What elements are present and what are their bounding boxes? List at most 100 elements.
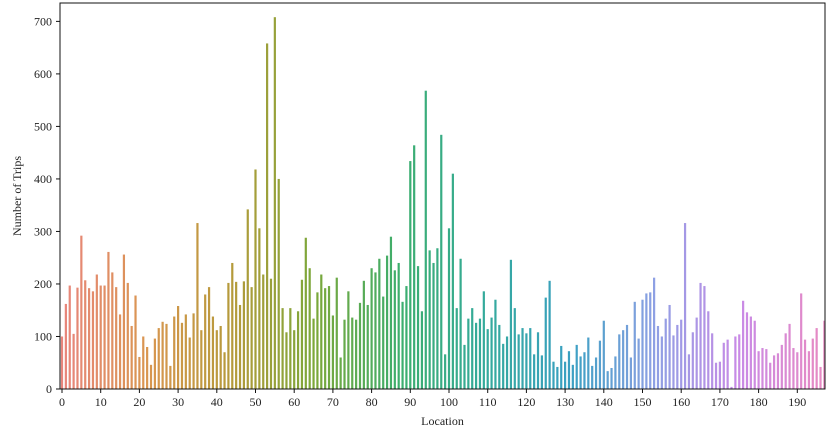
bar bbox=[556, 366, 559, 389]
x-tick-label: 100 bbox=[440, 395, 458, 409]
bar bbox=[366, 304, 369, 389]
bar bbox=[687, 354, 691, 389]
bar bbox=[560, 345, 563, 389]
bar bbox=[819, 366, 822, 389]
bar bbox=[223, 352, 226, 389]
bar bbox=[153, 338, 156, 389]
bar bbox=[811, 338, 814, 389]
y-tick-label: 700 bbox=[34, 14, 52, 28]
bar bbox=[498, 324, 501, 389]
bar bbox=[296, 311, 300, 389]
bar bbox=[211, 316, 215, 389]
bar bbox=[660, 336, 663, 389]
bar bbox=[250, 287, 253, 389]
bar bbox=[397, 262, 400, 389]
y-tick-label: 100 bbox=[34, 329, 52, 343]
bar bbox=[204, 294, 207, 389]
bar bbox=[730, 386, 733, 389]
bar bbox=[389, 236, 393, 389]
bar bbox=[238, 304, 242, 389]
bar bbox=[331, 315, 334, 389]
bar bbox=[784, 333, 787, 389]
bar bbox=[192, 313, 195, 389]
bar bbox=[800, 293, 803, 389]
bar bbox=[772, 355, 776, 389]
bar bbox=[478, 318, 482, 389]
bar bbox=[378, 258, 381, 389]
y-tick-label: 600 bbox=[34, 67, 52, 81]
bar bbox=[614, 356, 617, 389]
bar bbox=[672, 335, 675, 389]
bar bbox=[502, 343, 505, 389]
bar bbox=[138, 356, 141, 389]
bar bbox=[544, 297, 547, 389]
bar bbox=[761, 348, 764, 389]
bar bbox=[564, 361, 567, 389]
bar bbox=[680, 319, 683, 389]
bar bbox=[471, 308, 474, 389]
bar bbox=[505, 336, 509, 389]
bar bbox=[76, 287, 79, 389]
bar bbox=[300, 279, 304, 389]
bar bbox=[339, 357, 342, 389]
bar bbox=[525, 333, 528, 389]
bar bbox=[676, 324, 679, 389]
bar bbox=[320, 274, 323, 389]
bar bbox=[266, 43, 269, 389]
x-tick-label: 80 bbox=[366, 395, 378, 409]
bar bbox=[130, 325, 133, 389]
bar bbox=[776, 353, 780, 389]
bar bbox=[482, 291, 485, 389]
bar bbox=[64, 303, 67, 389]
bar bbox=[312, 318, 315, 389]
bar bbox=[668, 304, 671, 389]
bar bbox=[382, 296, 385, 389]
bar bbox=[227, 282, 230, 389]
bar bbox=[188, 337, 191, 389]
bar bbox=[428, 250, 431, 389]
bar bbox=[451, 173, 454, 389]
bar bbox=[358, 302, 362, 389]
bar bbox=[606, 371, 609, 389]
bar bbox=[521, 328, 524, 389]
bar bbox=[200, 330, 203, 389]
bar bbox=[656, 325, 660, 389]
bar bbox=[792, 348, 795, 389]
bar bbox=[769, 362, 772, 389]
bar bbox=[324, 288, 327, 389]
bar bbox=[683, 223, 687, 389]
bar bbox=[215, 330, 218, 389]
x-tick-label: 60 bbox=[288, 395, 300, 409]
bar bbox=[444, 354, 447, 389]
bar bbox=[420, 311, 424, 389]
bar bbox=[273, 17, 276, 390]
bar bbox=[455, 308, 458, 389]
x-tick-label: 20 bbox=[133, 395, 145, 409]
bar bbox=[95, 274, 98, 389]
bar bbox=[180, 322, 184, 389]
x-tick-label: 150 bbox=[634, 395, 652, 409]
bar bbox=[409, 161, 412, 389]
bar bbox=[711, 333, 714, 389]
x-tick-label: 180 bbox=[750, 395, 768, 409]
bar bbox=[262, 274, 265, 389]
bar bbox=[540, 355, 543, 389]
bar bbox=[60, 336, 64, 389]
bar bbox=[335, 277, 338, 389]
plot-frame bbox=[59, 2, 826, 390]
bar bbox=[285, 332, 288, 389]
bar bbox=[598, 340, 602, 389]
x-tick-label: 140 bbox=[595, 395, 613, 409]
bar bbox=[277, 178, 280, 389]
bar bbox=[571, 364, 574, 389]
x-tick-label: 50 bbox=[250, 395, 262, 409]
bar bbox=[622, 330, 625, 389]
bar bbox=[780, 344, 783, 389]
bar bbox=[242, 281, 245, 389]
bar bbox=[796, 352, 799, 389]
bar bbox=[207, 287, 211, 389]
bar bbox=[463, 344, 466, 389]
bar bbox=[68, 285, 71, 389]
bar bbox=[246, 209, 249, 389]
bar bbox=[742, 300, 745, 389]
